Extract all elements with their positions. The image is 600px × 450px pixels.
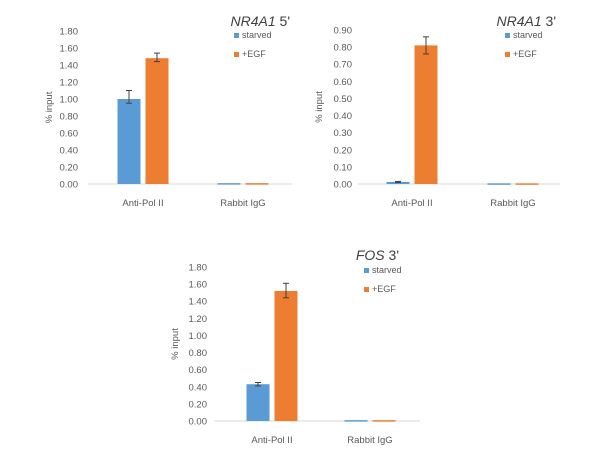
legend-label: starved [242,30,272,40]
legend-swatch [364,268,369,273]
y-tick-label: 0.70 [334,60,353,71]
chart-title: NR4A1 3' [497,13,557,29]
bar-egf-1 [414,45,438,185]
legend-label: +EGF [513,49,537,59]
y-tick-label: 1.80 [60,27,79,38]
y-tick-label: 0.20 [334,145,353,156]
y-tick-label: 0.30 [334,128,353,139]
error-bar [255,382,261,387]
chart-title-gene: NR4A1 [497,13,542,29]
bar-starved-1 [386,181,410,184]
chart-title-region: 3' [385,247,399,263]
y-tick-label: 0.00 [334,180,353,191]
y-tick-label: 1.20 [60,78,79,89]
legend-label: starved [513,30,543,40]
y-tick-label: 0.20 [60,163,79,174]
y-tick-label: 0.40 [334,111,353,122]
bar-starved-2 [344,420,368,422]
y-tick-label: 0.00 [189,417,208,428]
error-bar [423,36,429,55]
x-tick-label: Anti-Pol II [391,198,432,209]
chart-3: FOS 3' 0.00 0.20 0.40 0.60 0.80 1.00 1.20 1.40 1.… [170,247,420,446]
x-tick-label: Anti-Pol II [251,435,292,446]
bar-starved-1 [117,99,141,184]
legend-label: +EGF [242,49,266,59]
y-tick-label: 1.40 [60,61,79,72]
chart-title: FOS 3' [356,247,399,263]
chart-2: NR4A1 3' 0.00 0.10 0.20 0.30 0.40 0.50 0.60 0.70… [314,13,560,209]
y-tick-label: 1.20 [189,314,208,325]
x-tick-label: Rabbit IgG [490,198,535,209]
x-tick-label: Rabbit IgG [220,198,265,209]
chart-title: NR4A1 5' [231,13,291,29]
y-axis-label: % input [314,91,325,123]
y-tick-label: 0.60 [189,365,208,376]
y-tick-label: 0.60 [60,129,79,140]
y-tick-label: 1.60 [189,280,208,291]
y-tick-label: 1.00 [60,95,79,106]
bar-egf-1 [274,290,298,421]
y-tick-label: 0.40 [60,146,79,157]
y-tick-label: 0.60 [334,77,353,88]
bar-egf-2 [372,420,396,422]
error-bar [126,90,132,104]
legend-label: starved [372,265,402,275]
y-tick-label: 0.00 [60,180,79,191]
legend-swatch [234,33,239,38]
bar-egf-2 [245,183,269,185]
legend-swatch [505,33,510,38]
chart-title-gene: NR4A1 [231,13,276,29]
error-bar [154,52,160,63]
bar-starved-2 [487,183,511,185]
y-axis-label: % input [44,91,55,123]
y-tick-label: 1.00 [189,331,208,342]
y-tick-label: 0.40 [189,382,208,393]
chart-title-region: 3' [542,13,556,29]
y-tick-label: 1.60 [60,44,79,55]
x-tick-label: Anti-Pol II [122,198,163,209]
bar-starved-1 [246,384,270,421]
y-axis-label: % input [170,328,181,360]
error-bar [283,282,289,299]
y-tick-label: 0.80 [60,112,79,123]
y-tick-label: 0.50 [334,94,353,105]
legend-swatch [505,52,510,57]
y-tick-label: 0.20 [189,399,208,410]
y-tick-label: 0.90 [334,26,353,37]
chart-title-gene: FOS [356,247,385,263]
bar-egf-1 [145,58,169,185]
legend-swatch [364,287,369,292]
legend-label: +EGF [372,284,396,294]
chart-title-region: 5' [276,13,290,29]
y-tick-label: 1.40 [189,297,208,308]
y-tick-label: 0.10 [334,162,353,173]
chart-1: NR4A1 5' 0.00 0.20 0.40 0.60 0.80 1.00 1.20 1.40… [44,13,292,209]
y-tick-label: 1.80 [189,263,208,274]
y-tick-label: 0.80 [334,43,353,54]
bar-starved-2 [217,183,241,185]
y-tick-label: 0.80 [189,348,208,359]
error-bar [395,180,401,183]
bar-egf-2 [515,183,539,185]
legend-swatch [234,52,239,57]
x-tick-label: Rabbit IgG [347,435,392,446]
